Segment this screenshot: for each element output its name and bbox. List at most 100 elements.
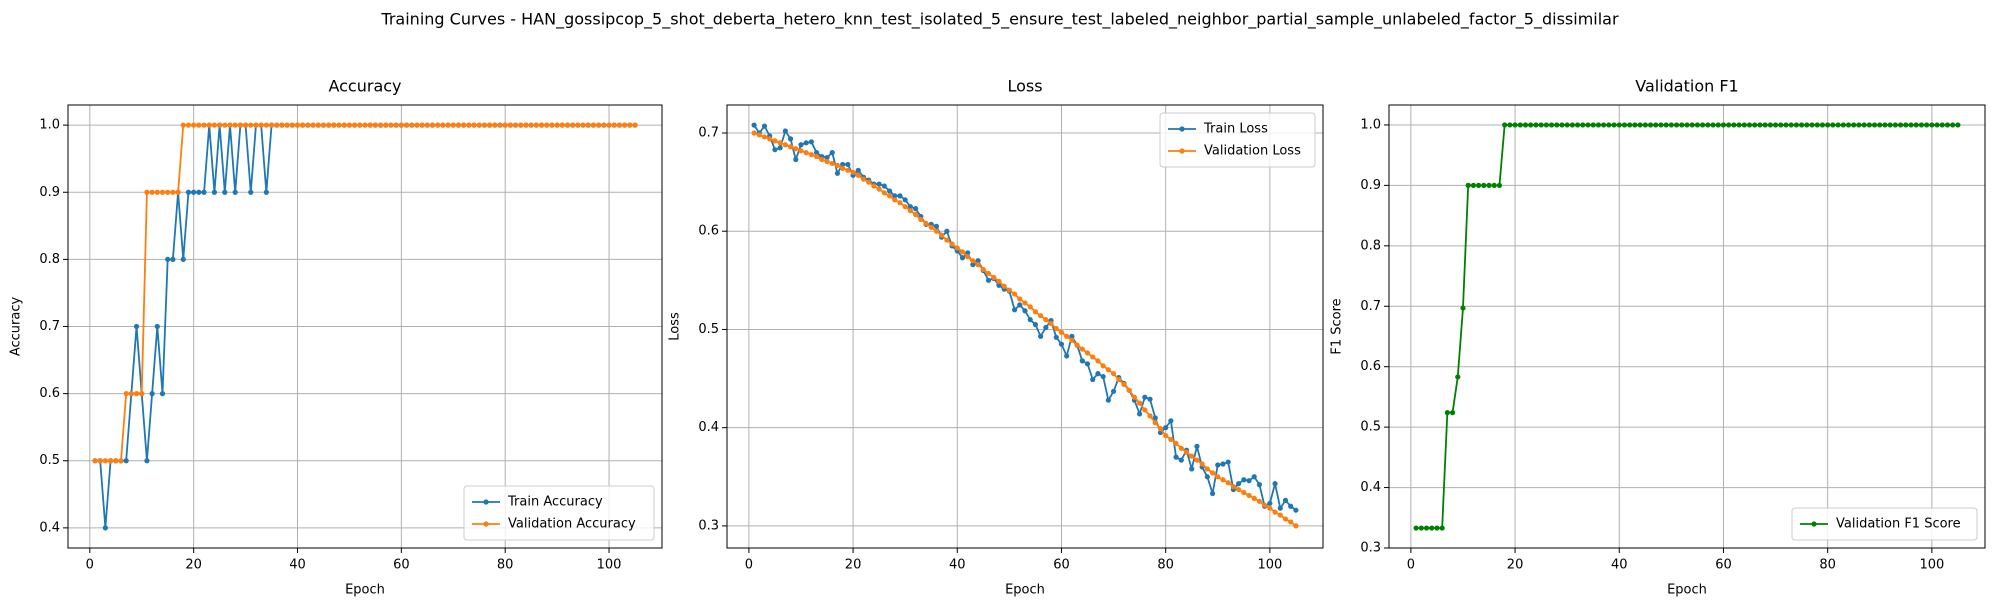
data-point [154, 189, 160, 195]
data-point [139, 391, 145, 397]
data-point [991, 274, 997, 280]
data-point [1877, 122, 1883, 128]
data-point [445, 122, 451, 128]
data-point [876, 186, 882, 192]
data-point [944, 237, 950, 243]
data-point [1079, 346, 1085, 352]
data-point [902, 204, 908, 210]
data-point [1105, 367, 1111, 373]
data-point [523, 122, 529, 128]
data-point [793, 146, 799, 152]
data-point [1955, 122, 1961, 128]
data-point [1793, 122, 1800, 128]
data-point [777, 140, 783, 146]
data-point [798, 148, 804, 154]
data-point [1647, 122, 1654, 128]
data-point [1892, 122, 1898, 128]
data-point [196, 122, 202, 128]
data-point [1069, 337, 1075, 343]
data-point [424, 122, 430, 128]
data-point [1439, 525, 1445, 531]
data-point [897, 193, 903, 199]
data-point [1799, 122, 1805, 128]
legend-box [1159, 112, 1316, 168]
data-point [834, 162, 841, 169]
data-point [165, 189, 171, 195]
data-point [554, 122, 560, 128]
data-point [751, 122, 757, 128]
data-point [1486, 182, 1492, 188]
data-point [1236, 481, 1242, 487]
data-point [1726, 122, 1732, 128]
data-point [616, 122, 623, 128]
data-point [201, 189, 207, 195]
y-tick-label: 0.6 [698, 224, 719, 239]
x-tick-label: 60 [1053, 558, 1070, 573]
data-point [222, 122, 228, 128]
data-point [1157, 426, 1164, 432]
legend: Train Accuracy Validation Accuracy [463, 485, 655, 541]
data-point [1825, 122, 1831, 128]
data-point [528, 122, 534, 128]
data-point [1293, 523, 1299, 529]
legend-label: Validation Loss [1204, 144, 1301, 159]
data-point [829, 160, 835, 167]
y-tick-label: 0.5 [698, 322, 719, 337]
data-point [897, 200, 903, 206]
x-tick-label: 60 [1715, 558, 1732, 573]
figure-title: Training Curves - HAN_gossipcop_5_shot_d… [380, 10, 1619, 30]
data-point [881, 190, 887, 196]
data-point [1100, 373, 1106, 380]
data-point [274, 122, 280, 128]
x-tick-label: 100 [597, 558, 622, 573]
data-point [1011, 291, 1018, 297]
data-point [1705, 122, 1711, 128]
data-point [346, 122, 353, 128]
data-point [1199, 461, 1205, 467]
legend-label: Validation Accuracy [508, 517, 636, 532]
x-tick-label: 40 [949, 558, 966, 573]
data-point [876, 181, 882, 187]
data-point [149, 189, 155, 195]
data-point [1225, 480, 1231, 486]
data-point [253, 122, 259, 128]
data-point [860, 176, 867, 182]
data-point [840, 161, 846, 168]
axes-title: Loss [1007, 77, 1042, 96]
data-point [97, 458, 103, 464]
y-tick-label: 0.4 [39, 520, 60, 535]
data-point [1856, 122, 1862, 128]
data-point [159, 391, 166, 397]
data-point [975, 262, 981, 268]
data-point [985, 277, 992, 283]
y-tick-label: 0.4 [1360, 480, 1381, 495]
data-point [1178, 457, 1184, 463]
data-point [1585, 122, 1591, 128]
legend-box [1791, 507, 1978, 541]
data-point [912, 206, 919, 212]
data-point [497, 122, 503, 128]
data-point [840, 165, 846, 171]
data-point [596, 122, 602, 128]
data-point [1642, 122, 1648, 128]
legend-box [463, 485, 655, 541]
data-point [959, 255, 966, 261]
data-point [185, 189, 192, 195]
data-point [1215, 474, 1221, 480]
data-point [793, 156, 799, 163]
data-point [289, 122, 295, 128]
legend-marker [483, 521, 489, 527]
data-point [258, 122, 264, 128]
data-point [128, 391, 134, 397]
data-point [1814, 122, 1820, 128]
x-tick-label: 80 [1157, 558, 1174, 573]
y-tick-label: 1.0 [1360, 117, 1381, 132]
data-point [248, 122, 254, 128]
data-point [1027, 304, 1033, 310]
data-point [564, 122, 571, 128]
data-point [611, 122, 617, 128]
x-tick-label: 100 [1919, 558, 1944, 573]
data-point [1929, 122, 1935, 128]
y-tick-label: 0.5 [39, 453, 60, 468]
